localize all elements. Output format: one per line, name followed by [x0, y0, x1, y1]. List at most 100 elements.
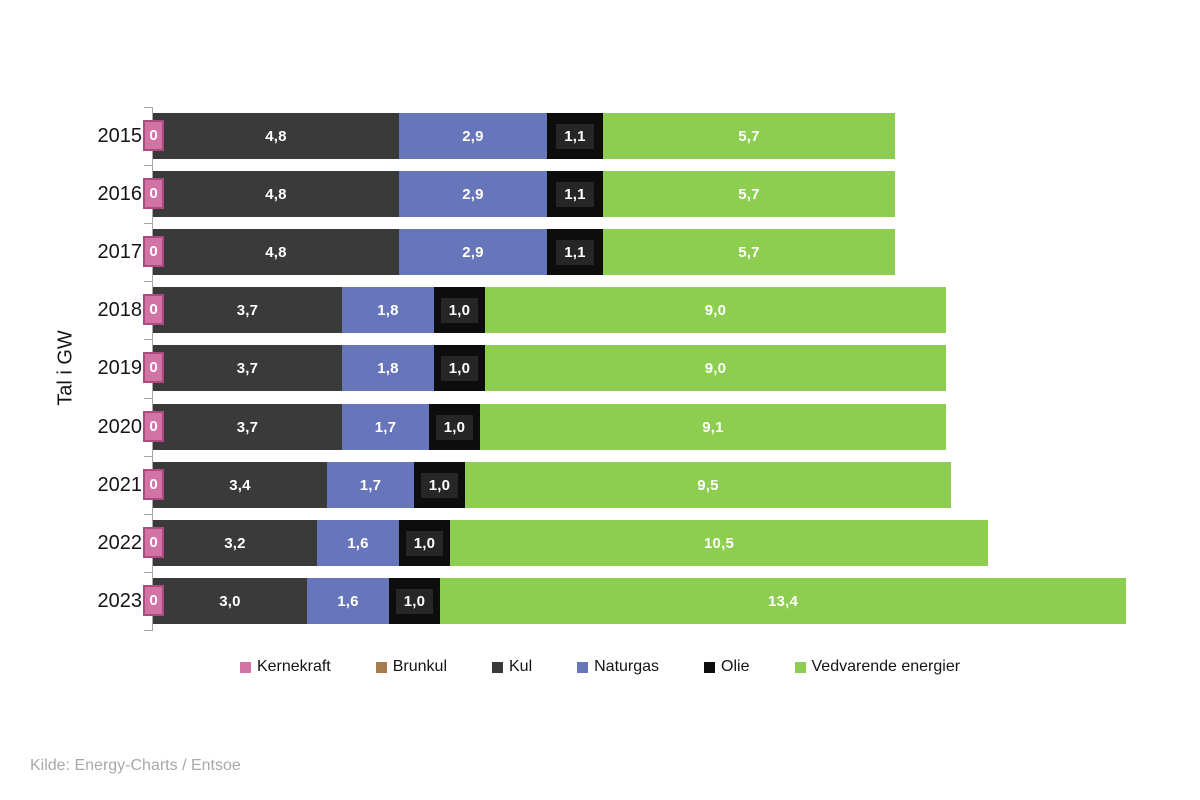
- bar-row-2018: 2018 0 3,7 1,8 1,0 9,0: [98, 287, 946, 333]
- segment-value-label: 1,6: [337, 592, 359, 610]
- segment-value-label: 4,8: [265, 127, 287, 145]
- segment-value-label: 1,7: [374, 418, 397, 436]
- legend-swatch-kul: [492, 661, 503, 673]
- segment-value-label: 9,1: [702, 418, 724, 436]
- bar-segment-kul: 3,2: [153, 520, 317, 566]
- segment-value-label: 2,9: [462, 185, 484, 203]
- segment-value-label: 2,9: [462, 127, 484, 145]
- segment-value-label: 1,0: [405, 530, 444, 556]
- segment-value-label: 3,2: [224, 534, 246, 552]
- bar-row-2015: 2015 0 4,8 2,9 1,1 5,7: [98, 113, 895, 159]
- bar-segment-kul: 4,8: [153, 229, 399, 275]
- year-label: 2022: [97, 532, 143, 554]
- legend: Kernekraft Brunkul Kul Naturgas Olie Vedvaren…: [0, 658, 1200, 676]
- segment-value-label: 5,7: [738, 127, 760, 145]
- segment-value-label: 10,5: [704, 534, 734, 552]
- bar-segment-vedvarende-energier: 9,5: [465, 462, 951, 508]
- bar-segment-olie: 1,1: [547, 229, 603, 275]
- segment-value-label: 13,4: [768, 592, 798, 610]
- segment-value-label: 1,1: [556, 239, 594, 265]
- bar-segment-olie: 1,0: [414, 462, 465, 508]
- source-note: Kilde: Energy-Charts / Entsoe: [30, 757, 241, 774]
- kernekraft-zero-badge: 0: [143, 352, 164, 383]
- bar-segment-naturgas: 1,7: [327, 462, 414, 508]
- bar-segment-vedvarende-energier: 5,7: [603, 113, 895, 159]
- year-label: 2019: [97, 357, 143, 379]
- segment-value-label: 5,7: [738, 185, 760, 203]
- y-axis-title: Tal i GW: [54, 330, 77, 406]
- segment-value-label: 1,8: [377, 301, 399, 319]
- legend-item-olie: Olie: [704, 658, 750, 676]
- legend-label: Brunkul: [392, 658, 447, 675]
- kernekraft-zero-badge: 0: [143, 178, 164, 209]
- segment-value-label: 9,0: [704, 359, 727, 377]
- segment-value-label: 3,7: [236, 418, 259, 436]
- segment-value-label: 3,7: [236, 301, 259, 319]
- bar-segment-kul: 3,7: [153, 287, 342, 333]
- tick-mark: [144, 398, 152, 399]
- tick-mark: [144, 223, 152, 224]
- bar-segment-naturgas: 2,9: [399, 229, 547, 275]
- tick-mark: [144, 107, 152, 108]
- tick-mark: [144, 165, 152, 166]
- bar-segment-olie: 1,0: [434, 287, 485, 333]
- segment-value-label: 9,5: [697, 476, 719, 494]
- segment-value-label: 1,8: [377, 359, 399, 377]
- bar-segment-olie: 1,0: [389, 578, 440, 624]
- year-label: 2018: [97, 299, 143, 321]
- segment-value-label: 1,0: [435, 414, 474, 440]
- legend-swatch-olie: [704, 661, 716, 673]
- legend-label: Vedvarende energier: [811, 658, 961, 675]
- bar-segment-naturgas: 1,6: [317, 520, 399, 566]
- bar-row-2017: 2017 0 4,8 2,9 1,1 5,7: [98, 229, 895, 275]
- bar-segment-kul: 3,7: [153, 404, 342, 450]
- kernekraft-zero-badge: 0: [143, 527, 164, 558]
- kernekraft-zero-badge: 0: [143, 411, 164, 442]
- legend-swatch-vedvarende-energier: [794, 661, 806, 673]
- segment-value-label: 3,0: [219, 592, 241, 610]
- bar-segment-vedvarende-energier: 9,1: [480, 404, 946, 450]
- bar-segment-olie: 1,0: [429, 404, 480, 450]
- kernekraft-zero-badge: 0: [143, 294, 164, 325]
- segment-value-label: 1,0: [420, 472, 459, 498]
- kernekraft-zero-badge: 0: [143, 469, 164, 500]
- segment-value-label: 1,0: [440, 355, 479, 381]
- year-label: 2017: [97, 241, 143, 263]
- bar-segment-vedvarende-energier: 13,4: [440, 578, 1126, 624]
- bar-segment-vedvarende-energier: 9,0: [485, 287, 946, 333]
- bar-row-2021: 2021 0 3,4 1,7 1,0 9,5: [98, 462, 951, 508]
- bar-row-2016: 2016 0 4,8 2,9 1,1 5,7: [98, 171, 895, 217]
- bar-segment-naturgas: 1,8: [342, 345, 434, 391]
- kernekraft-zero-badge: 0: [143, 236, 164, 267]
- legend-label: Kernekraft: [256, 658, 331, 675]
- legend-label: Olie: [721, 658, 750, 675]
- bar-segment-kul: 4,8: [153, 171, 399, 217]
- year-label: 2023: [97, 590, 143, 612]
- bar-segment-vedvarende-energier: 5,7: [603, 229, 895, 275]
- segment-value-label: 9,0: [704, 301, 727, 319]
- legend-item-kernekraft: Kernekraft: [239, 658, 331, 676]
- bar-segment-olie: 1,0: [399, 520, 450, 566]
- legend-swatch-kernekraft: [239, 661, 251, 673]
- legend-label: Kul: [509, 658, 533, 675]
- segment-value-label: 3,4: [229, 476, 251, 494]
- bar-segment-kul: 3,4: [153, 462, 327, 508]
- bar-segment-naturgas: 1,8: [342, 287, 434, 333]
- bar-segment-olie: 1,0: [434, 345, 485, 391]
- segment-value-label: 1,0: [440, 297, 479, 323]
- bar-segment-naturgas: 1,7: [342, 404, 429, 450]
- segment-value-label: 1,6: [347, 534, 369, 552]
- legend-item-kul: Kul: [492, 658, 532, 676]
- bar-segment-naturgas: 1,6: [307, 578, 389, 624]
- bar-segment-kul: 3,7: [153, 345, 342, 391]
- tick-mark: [144, 456, 152, 457]
- tick-mark: [144, 281, 152, 282]
- year-label: 2020: [97, 416, 143, 438]
- tick-mark: [144, 630, 152, 631]
- segment-value-label: 1,0: [395, 588, 434, 614]
- legend-item-brunkul: Brunkul: [375, 658, 447, 676]
- tick-mark: [144, 339, 152, 340]
- bar-segment-vedvarende-energier: 9,0: [485, 345, 946, 391]
- segment-value-label: 1,1: [556, 123, 594, 149]
